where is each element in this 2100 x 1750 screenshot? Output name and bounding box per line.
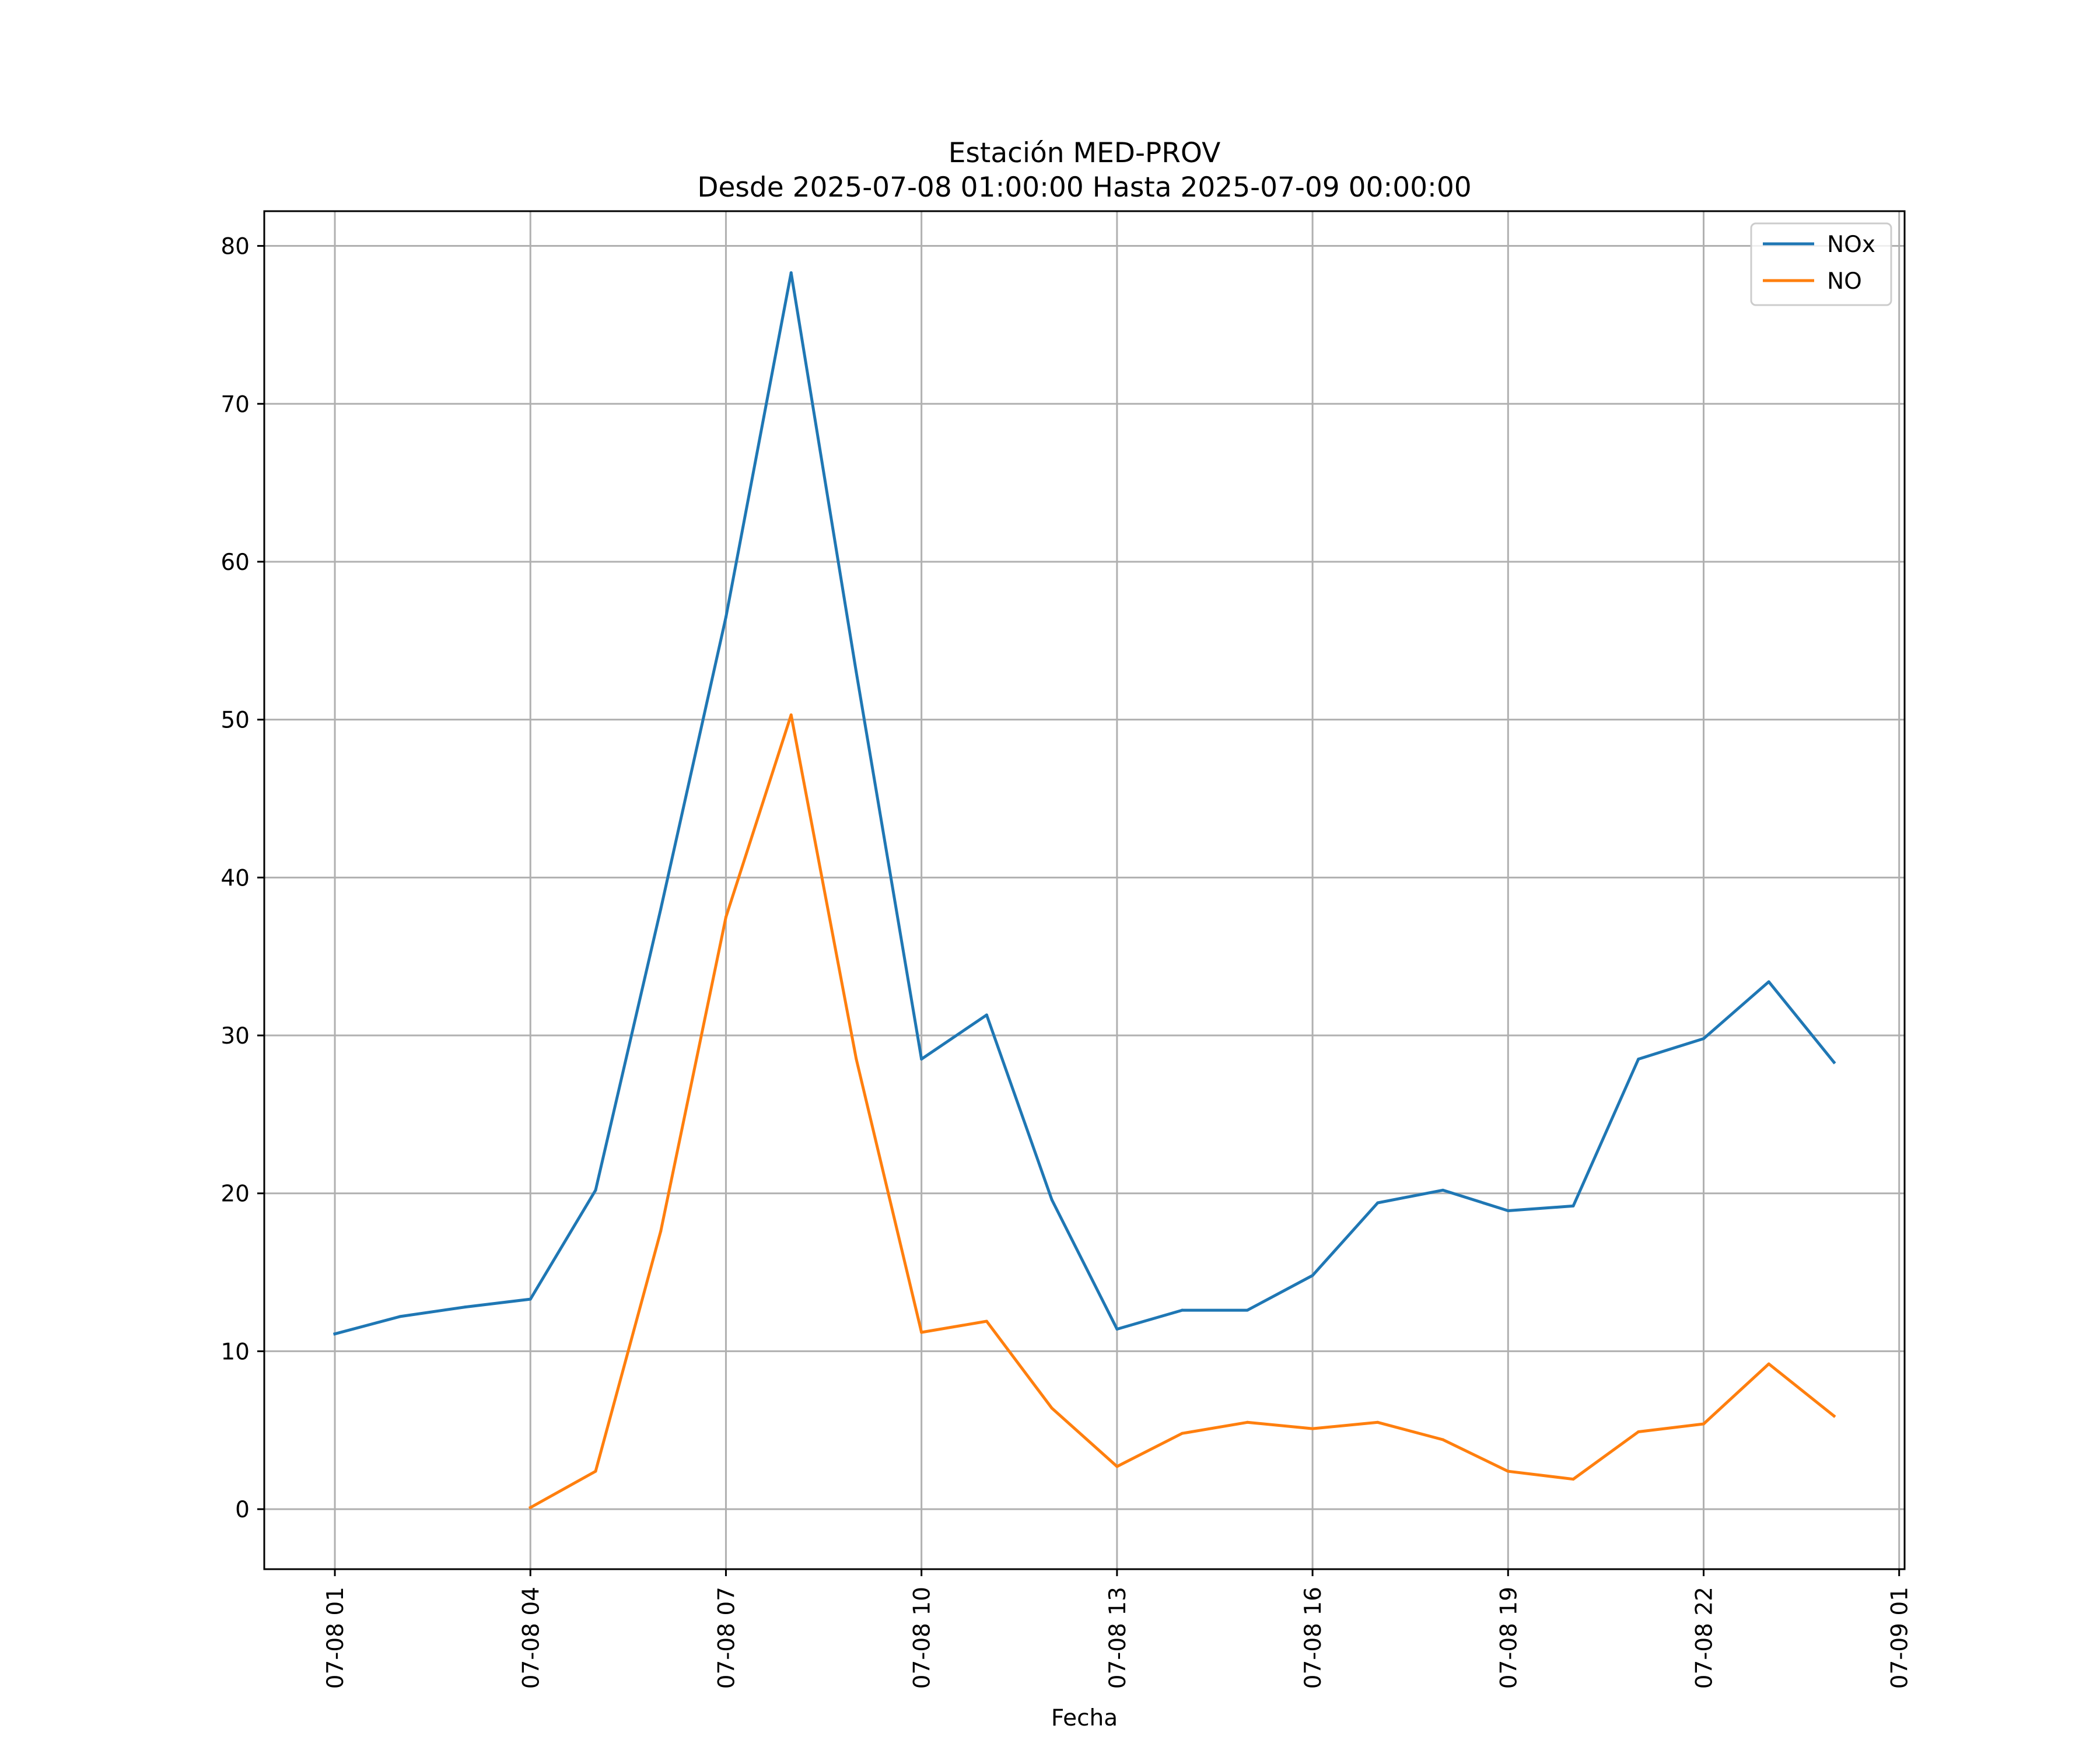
data-point-no	[594, 1469, 597, 1473]
data-point-nox	[594, 1188, 597, 1192]
data-point-nox	[333, 1332, 337, 1336]
y-tick-label: 20	[220, 1181, 250, 1208]
data-point-nox	[1181, 1308, 1184, 1312]
y-tick-label: 30	[220, 1023, 250, 1049]
x-tick-label: 07-08 07	[713, 1587, 740, 1689]
x-tick-label: 07-08 10	[909, 1587, 936, 1689]
data-point-no	[1050, 1406, 1054, 1410]
data-point-nox	[1050, 1198, 1054, 1202]
data-point-nox	[659, 907, 663, 911]
x-tick-label: 07-08 13	[1105, 1587, 1131, 1689]
data-point-no	[1311, 1427, 1314, 1430]
data-point-nox	[1702, 1037, 1705, 1040]
data-point-nox	[920, 1058, 923, 1061]
data-point-no	[1245, 1420, 1249, 1424]
data-point-nox	[464, 1306, 467, 1309]
data-point-nox	[1572, 1204, 1575, 1208]
legend-label-nox: NOx	[1827, 232, 1875, 258]
data-point-nox	[789, 271, 793, 275]
data-point-nox	[1767, 980, 1770, 984]
x-tick-label: 07-08 19	[1496, 1587, 1522, 1689]
data-point-no	[528, 1506, 532, 1509]
data-point-no	[985, 1320, 988, 1323]
y-tick-label: 70	[220, 391, 250, 418]
data-point-nox	[1506, 1209, 1510, 1213]
data-point-nox	[724, 615, 727, 619]
x-tick-label: 07-08 16	[1300, 1587, 1326, 1689]
x-tick-label: 07-08 22	[1691, 1587, 1717, 1689]
chart-subtitle: Desde 2025-07-08 01:00:00 Hasta 2025-07-…	[697, 172, 1471, 204]
x-tick-label: 07-09 01	[1887, 1587, 1913, 1689]
data-point-nox	[985, 1013, 988, 1017]
y-tick-label: 80	[220, 234, 250, 260]
data-point-no	[1702, 1422, 1705, 1426]
data-point-no	[920, 1331, 923, 1334]
y-tick-label: 10	[220, 1339, 250, 1365]
data-point-no	[855, 1058, 858, 1061]
data-point-nox	[1637, 1058, 1640, 1061]
data-point-nox	[1441, 1188, 1445, 1192]
data-point-nox	[1376, 1201, 1380, 1205]
data-point-no	[1767, 1362, 1770, 1366]
y-tick-label: 50	[220, 708, 250, 734]
chart-title: Estación MED-PROV	[949, 137, 1221, 169]
data-point-no	[1506, 1469, 1510, 1473]
data-point-no	[724, 915, 727, 919]
data-point-no	[789, 713, 793, 717]
data-point-nox	[398, 1315, 402, 1318]
series-lines	[332, 271, 1836, 1510]
x-axis-label: Fecha	[1051, 1705, 1118, 1731]
data-point-nox	[1245, 1308, 1249, 1312]
series-line-nox	[332, 271, 1836, 1336]
y-tick-label: 0	[235, 1497, 250, 1523]
grid	[264, 211, 1905, 1569]
data-point-nox	[855, 670, 858, 674]
data-point-no	[1115, 1465, 1119, 1468]
data-point-no	[1181, 1432, 1184, 1435]
data-point-no	[659, 1230, 663, 1233]
legend-label-no: NO	[1827, 268, 1862, 295]
x-tick-label: 07-08 04	[518, 1587, 544, 1689]
data-point-no	[1637, 1430, 1640, 1433]
y-tick-label: 40	[220, 865, 250, 891]
data-point-nox	[1311, 1274, 1314, 1278]
axis-ticks: 0 10 20 30 40 50 60 70 80 07-08 01 07-08 04 07-08 0…	[220, 234, 1913, 1689]
data-point-no	[1572, 1478, 1575, 1481]
y-tick-label: 60	[220, 550, 250, 576]
data-point-no	[1441, 1438, 1445, 1441]
x-tick-label: 07-08 01	[323, 1587, 349, 1689]
legend: NOx NO	[1750, 222, 1892, 306]
plot-area-frame	[263, 210, 1906, 1570]
data-point-nox	[528, 1297, 532, 1301]
data-point-no	[1832, 1414, 1836, 1418]
data-point-nox	[1115, 1328, 1119, 1331]
data-point-nox	[1832, 1060, 1836, 1064]
data-point-no	[1376, 1420, 1380, 1424]
